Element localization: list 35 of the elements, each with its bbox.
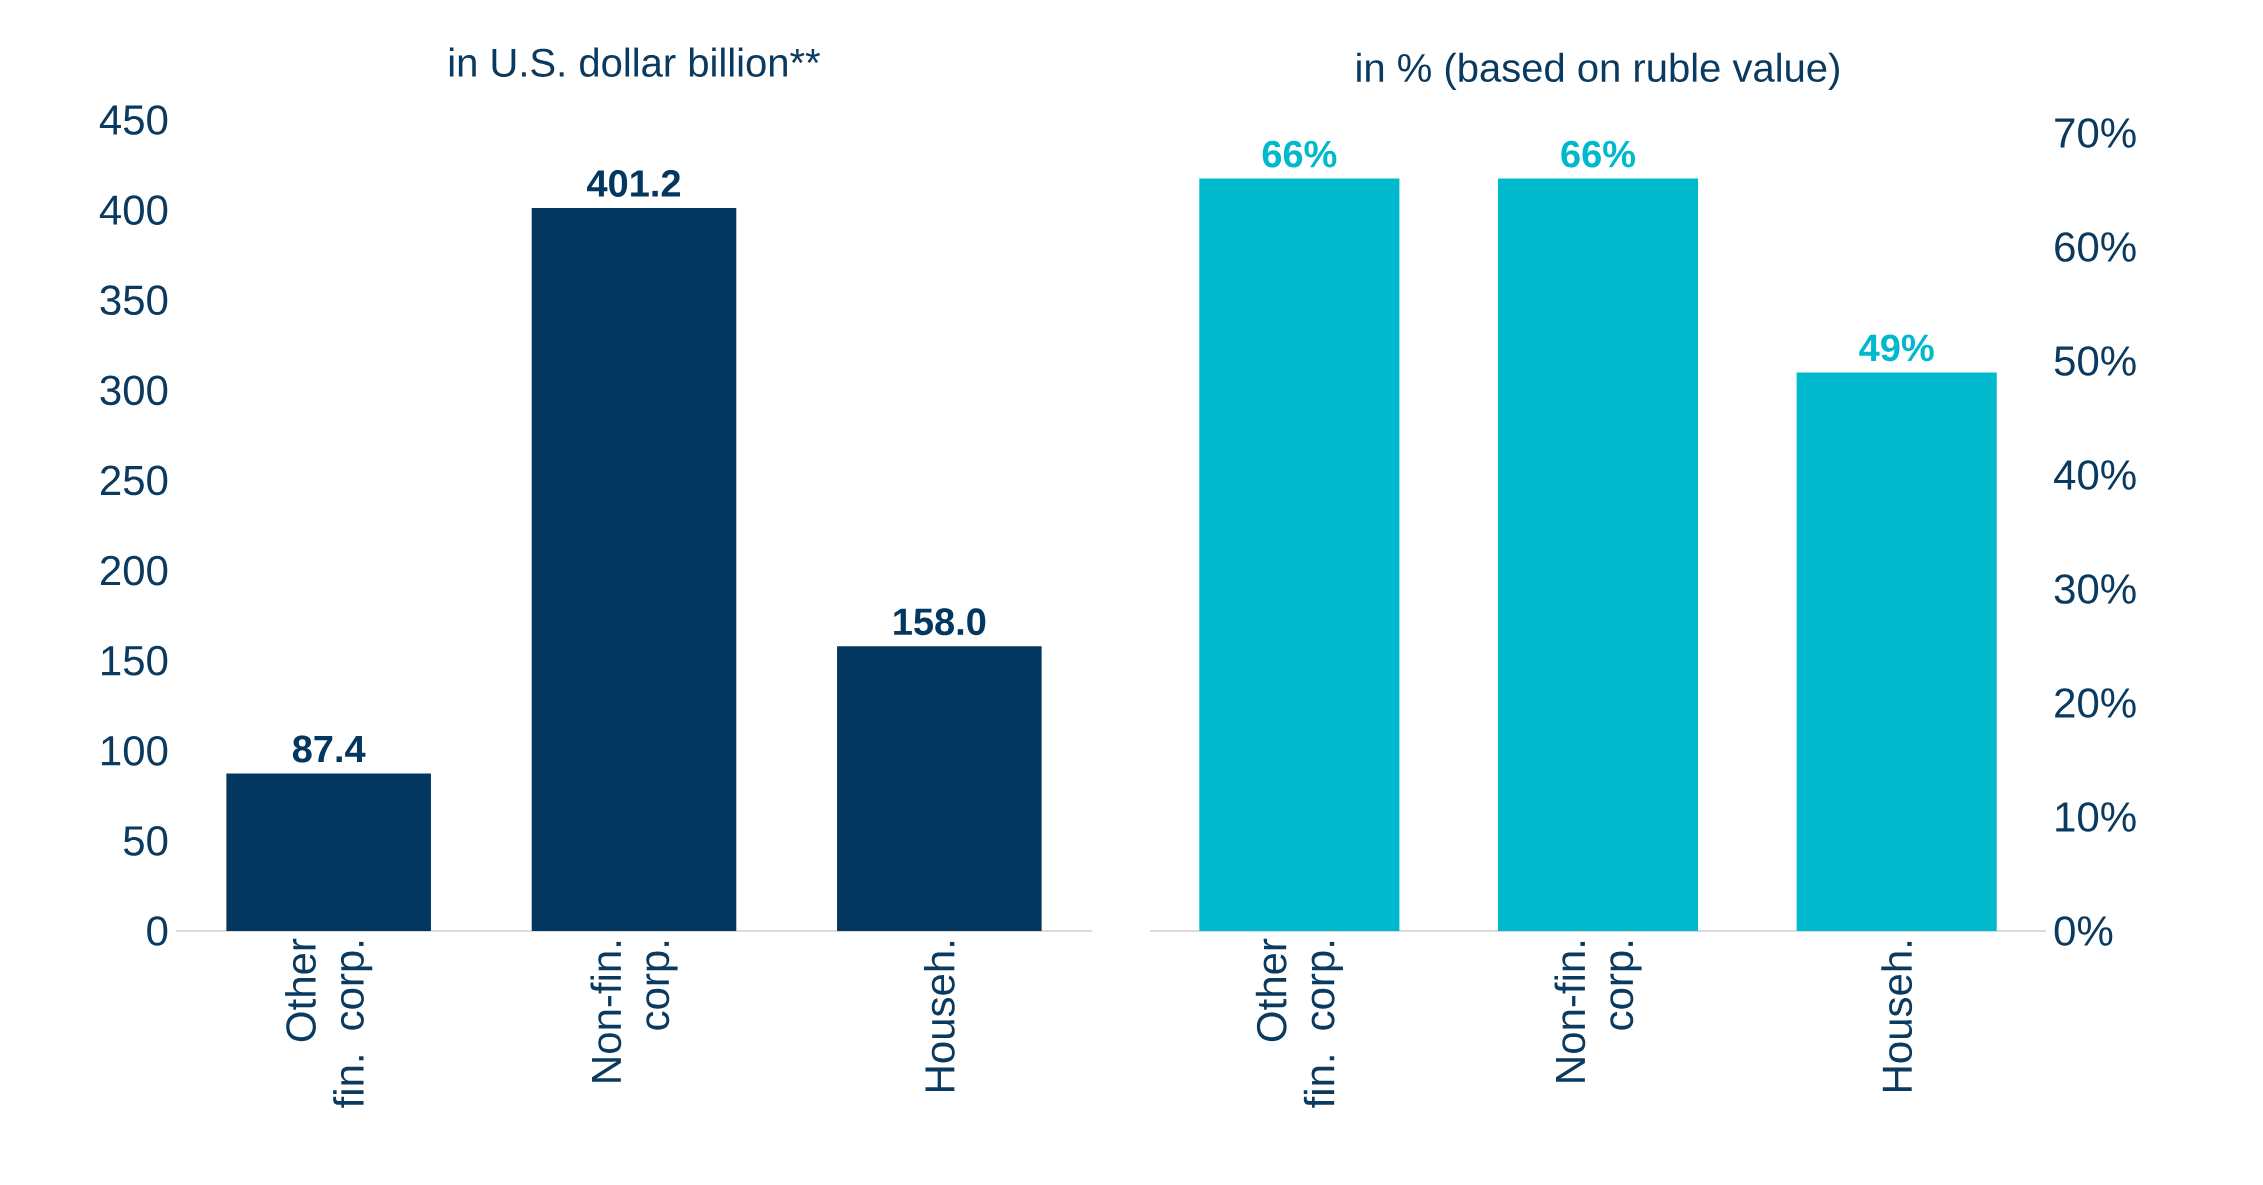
bar — [837, 646, 1042, 931]
y-tick-label: 400 — [99, 195, 168, 225]
y-tick-label: 100 — [102, 735, 168, 766]
bar — [226, 773, 431, 931]
y-tick-label: 450 — [99, 105, 168, 135]
y-tick-label: 300 — [100, 375, 168, 406]
y-tick-label: 200 — [100, 555, 168, 586]
y2-tick-label: 30% — [2054, 574, 2136, 604]
data-label: 66% — [1561, 140, 1636, 168]
y-tick-label: 250 — [100, 465, 168, 496]
y2-tick-label: 60% — [2055, 232, 2136, 262]
data-label: 401.2 — [587, 169, 681, 197]
y2-tick-label: 10% — [2056, 802, 2136, 832]
x-tick-label: Non-fin. corp. — [1554, 941, 1642, 1082]
x-tick-label: Non-fin. corp. — [590, 941, 678, 1082]
x-tick-label: Househ. — [923, 941, 955, 1092]
y2-tick-label: 70% — [2055, 118, 2136, 148]
y-tick-label: 350 — [100, 285, 168, 316]
x-tick-label: Other fin. corp. — [1255, 938, 1343, 1108]
data-label: 49% — [1859, 334, 1934, 362]
chart-title: in % (based on ruble value) — [1357, 52, 1839, 90]
y-tick-label: 50 — [123, 826, 168, 856]
y2-tick-label: 40% — [2054, 460, 2136, 490]
y2-tick-label: 0% — [2054, 916, 2113, 946]
chart-title: in U.S. dollar billion** — [449, 47, 821, 77]
bar — [531, 207, 737, 931]
x-tick-label: Househ. — [1881, 941, 1913, 1092]
data-label: 66% — [1262, 140, 1337, 168]
y2-tick-label: 20% — [2055, 688, 2136, 718]
y-tick-label: 0 — [147, 916, 168, 946]
data-label: 87.4 — [292, 735, 366, 763]
x-tick-label: Other fin. corp. — [285, 938, 373, 1108]
data-label: 158.0 — [894, 608, 986, 636]
y2-tick-label: 50% — [2054, 346, 2136, 376]
y-tick-label: 150 — [102, 645, 168, 676]
